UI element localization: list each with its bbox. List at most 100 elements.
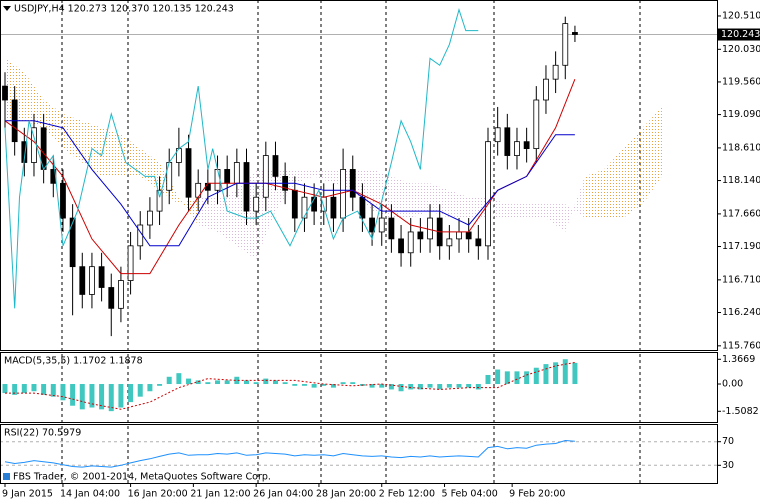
cloud-segment — [24, 72, 44, 128]
macd-bar — [543, 364, 549, 385]
macd-bar — [2, 384, 8, 394]
y-tick-label: 118.140 — [722, 175, 760, 186]
macd-bar — [41, 384, 47, 395]
candle-body — [166, 162, 173, 191]
candle-body — [514, 141, 520, 156]
cloud-segment — [430, 183, 450, 219]
x-tick-label: 9 Feb 20:00 — [509, 489, 565, 500]
candle-body — [398, 238, 404, 254]
candle-body — [407, 231, 414, 254]
macd-bar — [21, 384, 27, 394]
candle-body — [69, 217, 76, 268]
candle-body — [2, 85, 8, 101]
macd-bar — [31, 384, 37, 392]
macd-bar — [495, 369, 501, 385]
cloud-segment — [256, 169, 276, 260]
candle-body — [378, 217, 385, 233]
last-price-label: 120.243 — [721, 29, 760, 40]
macd-bar — [562, 359, 568, 385]
y-tick-label: 116.240 — [722, 307, 760, 318]
macd-bar — [70, 384, 76, 406]
cloud-segment — [603, 148, 624, 219]
macd-bar — [456, 384, 462, 388]
candle-body — [494, 127, 501, 143]
macd-bar — [89, 384, 95, 408]
candle-body — [224, 169, 231, 184]
candle-body — [204, 182, 211, 191]
cloud-segment — [526, 204, 546, 219]
candle-body — [146, 210, 153, 226]
macd-bar — [147, 384, 153, 392]
candle-body — [475, 238, 482, 247]
candle-body — [98, 266, 105, 288]
cloud-segment — [584, 169, 604, 219]
cloud-segment — [507, 204, 527, 219]
candle-body — [108, 287, 115, 309]
x-tick-label: 14 Jan 04:00 — [60, 489, 120, 500]
indicator-line — [4, 7, 479, 309]
macd-bar — [166, 376, 172, 385]
last-price-box — [718, 28, 760, 41]
y-tick-label: 0.00 — [722, 379, 743, 390]
macd-bar — [350, 382, 356, 385]
candle-body — [137, 224, 144, 247]
macd-bar — [437, 384, 443, 390]
chart-title: USDJPY,H4 120.273 120.370 120.135 120.24… — [14, 4, 234, 15]
macd-bar — [50, 384, 56, 397]
candle-body — [214, 169, 221, 191]
candle-body — [118, 280, 124, 309]
macd-bar — [388, 384, 394, 390]
macd-bar — [427, 384, 433, 388]
macd-bar — [234, 376, 240, 385]
candle-body — [562, 23, 569, 66]
candle-body — [465, 231, 472, 240]
macd-bar — [157, 384, 163, 386]
macd-bar — [301, 384, 307, 386]
macd-bar — [572, 362, 578, 385]
cloud-segment — [410, 183, 431, 219]
candle-body — [417, 231, 424, 240]
macd-bar — [408, 384, 414, 390]
y-tick-label: 115.760 — [722, 340, 760, 351]
candle-body — [523, 141, 530, 150]
macd-frame — [0, 352, 718, 423]
x-tick-label: 21 Jan 12:00 — [190, 489, 250, 500]
cloud-segment — [140, 148, 160, 191]
candle-body — [504, 127, 511, 156]
candle-body — [291, 189, 298, 219]
cloud-segment — [120, 134, 141, 177]
footer: FBS Trader, © 2001-2014, MetaQuotes Soft… — [13, 472, 271, 483]
macd-title: MACD(5,35,5) 1.1702 1.1878 — [4, 356, 143, 367]
broker-icon — [3, 473, 10, 480]
macd-bar — [263, 378, 269, 385]
cloud-segment — [391, 176, 411, 219]
cloud-segment — [294, 169, 315, 184]
main-frame — [0, 0, 718, 351]
macd-bar — [186, 378, 192, 385]
candle-body — [79, 266, 86, 295]
candle-body — [301, 196, 308, 219]
cloud-segment — [217, 190, 237, 246]
y-tick-label: 30 — [722, 460, 734, 471]
macd-bar — [108, 384, 114, 412]
macd-bar — [244, 380, 249, 385]
y-tick-label: 117.660 — [722, 208, 760, 219]
candle-body — [552, 64, 559, 80]
candle-body — [60, 182, 66, 219]
macd-bar — [514, 371, 520, 385]
candle-body — [243, 162, 250, 212]
macd-bar — [524, 371, 530, 385]
candle-body — [89, 266, 95, 295]
macd-bar — [485, 374, 491, 385]
macd-bar — [292, 384, 298, 386]
x-tick-label: 5 Feb 04:00 — [442, 489, 498, 500]
x-tick-label: 2 Feb 12:00 — [379, 489, 435, 500]
candle-body — [456, 231, 462, 240]
y-tick-label: 116.710 — [722, 274, 760, 285]
indicator-line — [4, 79, 576, 275]
macd-bar — [205, 382, 211, 385]
cloud-segment — [623, 127, 643, 219]
signal-line — [5, 362, 575, 410]
